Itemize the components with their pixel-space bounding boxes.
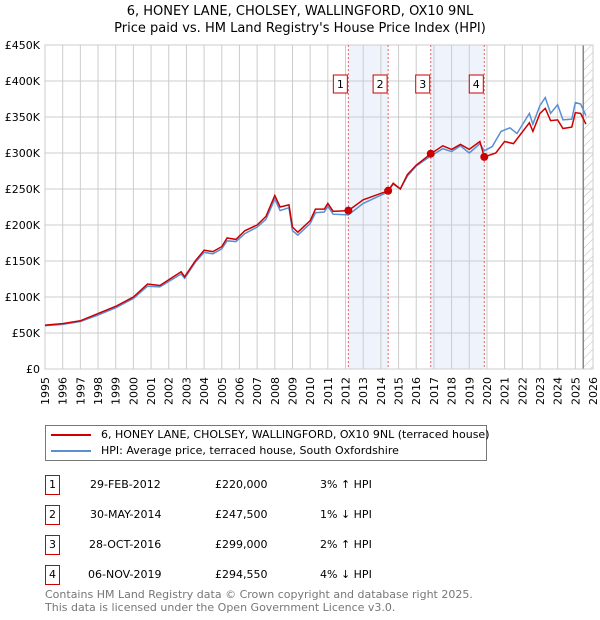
x-tick-label: 2019: [463, 377, 476, 405]
x-tick-label: 2026: [587, 377, 600, 405]
sale-label-box: [372, 74, 388, 94]
plot-border: [44, 44, 594, 370]
x-tick-label: 2007: [251, 377, 264, 405]
subtitle-text: Price paid vs. HM Land Registry's House …: [114, 21, 486, 36]
sale-label: 1: [337, 78, 344, 91]
price-chart: 1995 1996 1997 1998 1999 2000 2001 2002 2003 2004…: [5, 39, 600, 405]
x-tick-label: 2025: [569, 377, 582, 405]
sale-period-shade: [348, 45, 389, 369]
x-tick-label: 2001: [145, 377, 158, 405]
footer: Contains HM Land Registry data © Crown c…: [45, 588, 473, 614]
sale-date: 29-FEB-2012: [90, 478, 161, 491]
y-tick-label: £300K: [5, 147, 41, 160]
sale-date: 28-OCT-2016: [89, 538, 162, 551]
chart-title: 6, HONEY LANE, CHOLSEY, WALLINGFORD, OX1…: [0, 3, 600, 37]
y-tick-label: £250K: [5, 183, 41, 196]
sale-label: 2: [377, 78, 384, 91]
x-tick-label: 2010: [304, 377, 317, 405]
x-tick-label: 1995: [39, 377, 52, 405]
y-tick-label: £150K: [5, 255, 41, 268]
title-text: 6, HONEY LANE, CHOLSEY, WALLINGFORD, OX1…: [126, 4, 474, 19]
sale-price: £299,000: [215, 538, 268, 551]
sale-label-box: [332, 74, 348, 94]
y-tick-label: £200K: [5, 219, 41, 232]
x-tick-label: 2016: [410, 377, 423, 405]
sale-label: 4: [473, 78, 480, 91]
sale-point: [344, 206, 353, 215]
legend-swatch-red: [51, 434, 91, 436]
sale-period-shade: [430, 45, 485, 369]
x-tick-label: 2015: [393, 377, 406, 405]
x-tick-label: 2009: [286, 377, 299, 405]
x-tick-label: 2013: [357, 377, 370, 405]
legend: 6, HONEY LANE, CHOLSEY, WALLINGFORD, OX1…: [45, 425, 489, 461]
y-tick-label: £450K: [5, 39, 41, 52]
sale-price: £220,000: [215, 478, 268, 491]
x-tick-label: 2020: [481, 377, 494, 405]
sale-hpi-diff: 3% ↑ HPI: [320, 478, 372, 491]
sale-point: [480, 152, 489, 161]
sale-date: 30-MAY-2014: [90, 508, 162, 521]
x-tick-label: 2011: [322, 377, 335, 405]
x-tick-label: 2023: [534, 377, 547, 405]
sale-point: [426, 149, 435, 158]
legend-label: 6, HONEY LANE, CHOLSEY, WALLINGFORD, OX1…: [101, 428, 490, 441]
y-tick-label: £0: [26, 363, 40, 376]
y-tick-label: £50K: [12, 327, 41, 340]
legend-item-hpi: HPI: Average price, terraced house, Sout…: [51, 444, 399, 458]
sale-marker-badge: 3: [45, 535, 60, 555]
sale-marker-badge: 4: [45, 565, 60, 585]
sale-price: £247,500: [215, 508, 268, 521]
sale-price: £294,550: [215, 568, 268, 581]
sale-hpi-diff: 1% ↓ HPI: [320, 508, 372, 521]
sale-date: 06-NOV-2019: [88, 568, 162, 581]
y-tick-label: £350K: [5, 111, 41, 124]
legend-label: HPI: Average price, terraced house, Sout…: [101, 444, 399, 457]
x-tick-label: 2004: [198, 377, 211, 405]
x-tick-label: 2008: [269, 377, 282, 405]
legend-swatch-blue: [51, 450, 91, 452]
sale-hpi-diff: 2% ↑ HPI: [320, 538, 372, 551]
x-tick-label: 2012: [340, 377, 353, 405]
property-price-line: [44, 107, 587, 326]
x-tick-label: 2000: [127, 377, 140, 405]
x-tick-label: 1997: [74, 377, 87, 405]
x-tick-label: 1998: [92, 377, 105, 405]
sale-label: 3: [419, 78, 426, 91]
x-tick-label: 2005: [216, 377, 229, 405]
x-tick-label: 2006: [233, 377, 246, 405]
x-tick-label: 2003: [180, 377, 193, 405]
x-tick-label: 2022: [516, 377, 529, 405]
sale-label-box: [468, 74, 484, 94]
hpi-line: [44, 95, 587, 327]
x-tick-label: 2014: [375, 377, 388, 405]
x-tick-label: 2021: [499, 377, 512, 405]
x-tick-label: 2024: [552, 377, 565, 405]
sale-marker-badge: 2: [45, 505, 60, 525]
y-tick-label: £400K: [5, 75, 41, 88]
sale-point: [384, 186, 393, 195]
x-tick-label: 2002: [163, 377, 176, 405]
y-tick-label: £100K: [5, 291, 41, 304]
sale-label-box: [415, 74, 431, 94]
future-hatch: [583, 45, 593, 369]
x-tick-label: 1996: [57, 377, 70, 405]
x-tick-label: 1999: [110, 377, 123, 405]
x-tick-label: 2017: [428, 377, 441, 405]
legend-item-property: 6, HONEY LANE, CHOLSEY, WALLINGFORD, OX1…: [51, 428, 489, 442]
sale-marker-badge: 1: [45, 475, 60, 495]
x-tick-label: 2018: [446, 377, 459, 405]
copyright-text: Contains HM Land Registry data © Crown c…: [45, 588, 473, 601]
licence-text: This data is licensed under the Open Gov…: [45, 601, 396, 614]
sale-hpi-diff: 4% ↓ HPI: [320, 568, 372, 581]
